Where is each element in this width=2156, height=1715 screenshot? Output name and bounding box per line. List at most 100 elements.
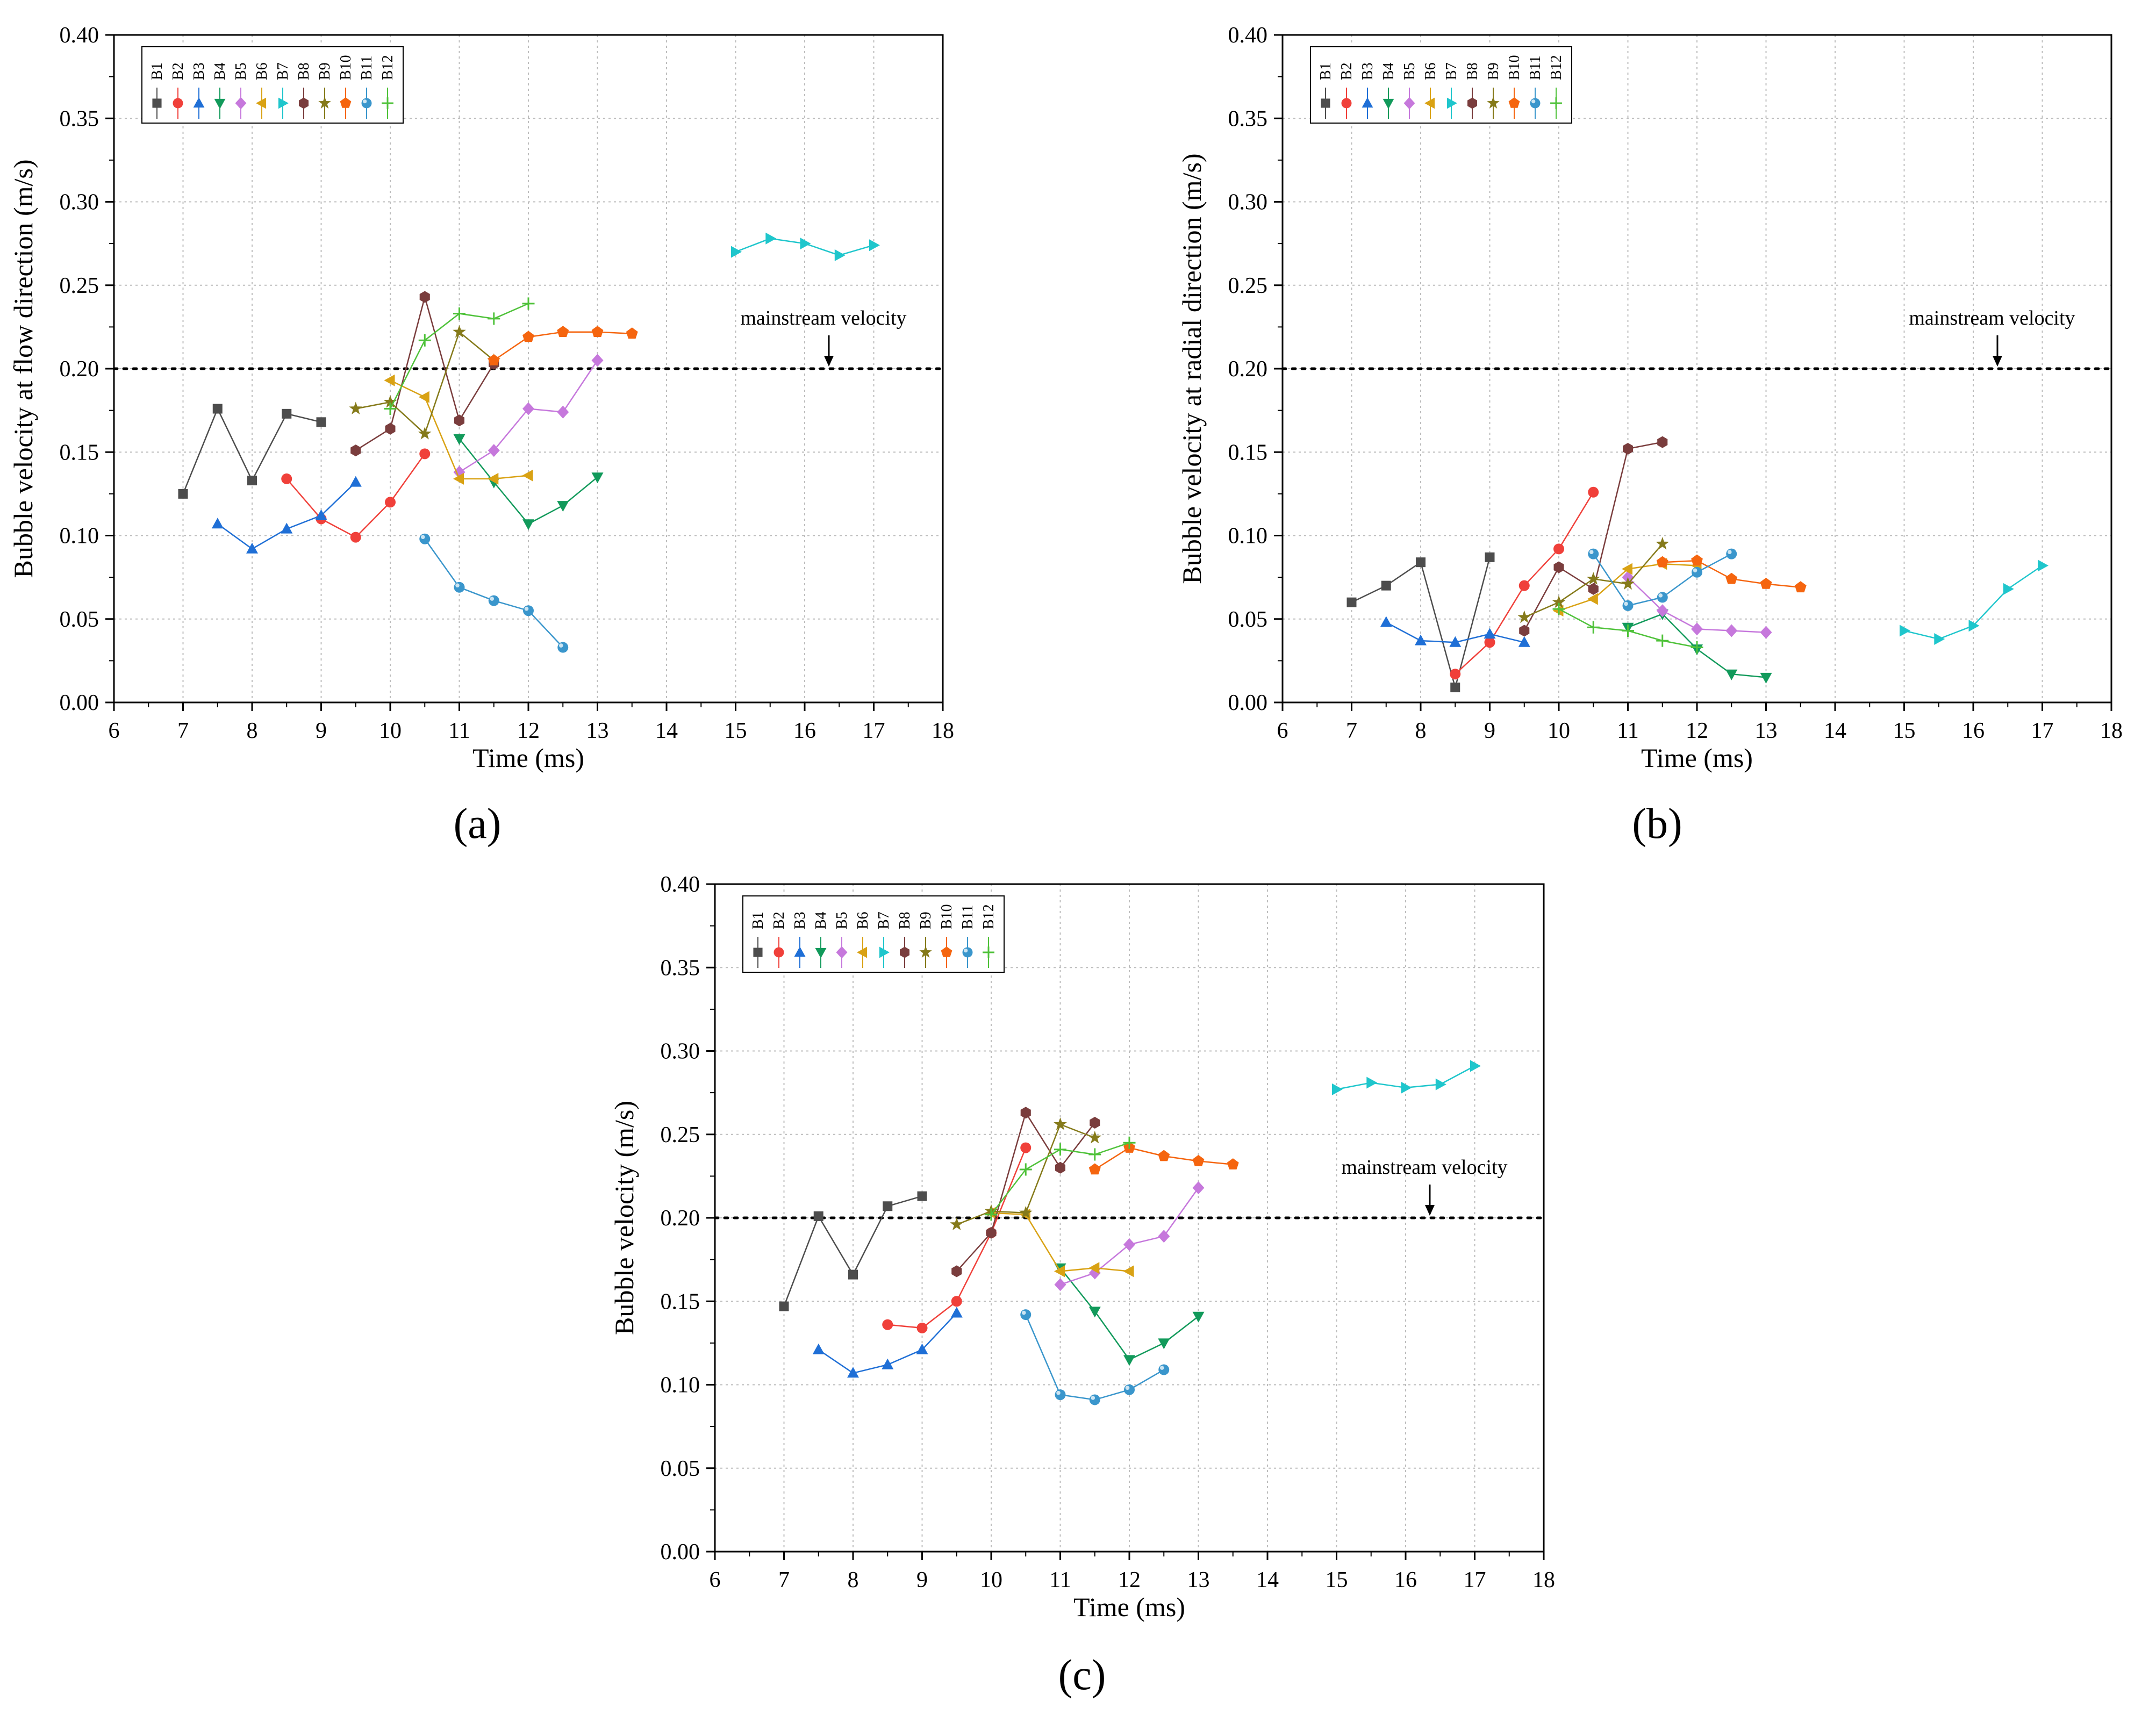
- data-point-b8: [951, 1265, 962, 1278]
- data-point-b1: [813, 1211, 823, 1221]
- data-point-b8: [1588, 583, 1599, 595]
- y-tick-label: 0.05: [60, 607, 99, 632]
- x-tick-label: 9: [1484, 719, 1495, 743]
- data-point-b3: [812, 1343, 825, 1354]
- legend-item-b4: B4: [813, 912, 829, 968]
- legend-marker: [1424, 97, 1435, 109]
- legend-item-b8: B8: [897, 912, 913, 968]
- data-point-b5: [1158, 1230, 1170, 1243]
- legend-marker: [214, 98, 226, 109]
- legend-marker: [773, 947, 784, 958]
- data-point-b3: [315, 509, 327, 520]
- data-point-b12: [418, 334, 431, 347]
- y-axis: 0.00 0.05 0.10 0.15 0.20 0.25 0.30 0.35 0.40: [60, 23, 114, 715]
- y-tick-label: 0.30: [661, 1039, 700, 1064]
- x-tick-label: 14: [1824, 719, 1846, 743]
- legend-item-b12: B12: [379, 55, 396, 119]
- data-point-b5: [1054, 1278, 1066, 1291]
- x-tick-label: 11: [1049, 1568, 1071, 1592]
- y-tick-label: 0.20: [1228, 357, 1268, 382]
- data-point-b10: [591, 326, 604, 337]
- legend-item-b9: B9: [317, 62, 333, 119]
- legend-label: B7: [1443, 62, 1460, 80]
- legend-item-b10: B10: [939, 904, 955, 968]
- data-point-b1: [1450, 683, 1460, 693]
- data-point-b3: [847, 1367, 859, 1378]
- legend-item-b2: B2: [771, 912, 787, 968]
- data-point-b1: [917, 1191, 927, 1201]
- data-point-b4: [1760, 672, 1772, 684]
- data-point-b7: [800, 238, 811, 250]
- data-point-b6: [1054, 1265, 1065, 1278]
- series-b8: [1519, 436, 1668, 637]
- legend-marker: [815, 948, 827, 958]
- legend-marker: [983, 946, 994, 958]
- legend-item-b9: B9: [1485, 62, 1502, 119]
- legend-marker: [1446, 97, 1457, 109]
- y-tick-label: 0.15: [60, 440, 99, 465]
- data-point-b9: [453, 325, 466, 338]
- data-point-b5: [522, 402, 534, 415]
- legend-label: B4: [813, 912, 829, 929]
- legend-marker: [256, 97, 267, 109]
- data-point-b2: [419, 448, 431, 460]
- legend-label: B11: [1527, 55, 1544, 80]
- x-axis-title: Time (ms): [1073, 1592, 1185, 1622]
- legend-label: B6: [855, 912, 871, 929]
- y-tick-label: 0.35: [1228, 106, 1268, 131]
- legend-label: B5: [834, 912, 850, 929]
- legend-marker: [340, 97, 352, 108]
- series-b12: [985, 1136, 1136, 1221]
- legend-item-b12: B12: [980, 904, 997, 968]
- data-point-b5: [1192, 1181, 1205, 1195]
- series-b3: [211, 476, 362, 554]
- data-point-b11: [1124, 1384, 1135, 1395]
- x-tick-label: 8: [247, 719, 258, 743]
- data-point-b12: [1123, 1136, 1136, 1149]
- data-point-b8: [1090, 1117, 1100, 1129]
- data-point-b11: [1588, 548, 1599, 559]
- legend-item-b12: B12: [1548, 55, 1565, 119]
- legend-item-b5: B5: [834, 912, 850, 968]
- data-point-b11: [557, 642, 569, 653]
- data-point-b1: [247, 476, 257, 486]
- data-point-b9: [950, 1217, 964, 1230]
- x-tick-label: 6: [710, 1568, 721, 1592]
- y-tick-label: 0.35: [661, 956, 700, 980]
- data-point-b5: [557, 405, 569, 419]
- legend-marker: [1550, 97, 1562, 109]
- x-tick-label: 11: [448, 719, 470, 743]
- y-tick-label: 0.10: [661, 1373, 700, 1398]
- y-tick-label: 0.25: [1228, 274, 1268, 298]
- legend-item-b1: B1: [1317, 62, 1334, 119]
- data-point-b10: [557, 326, 569, 337]
- legend-marker: [879, 946, 890, 958]
- data-point-b8: [1657, 436, 1668, 448]
- legend-label: B4: [212, 62, 228, 80]
- data-point-b5: [1123, 1238, 1135, 1251]
- data-point-b6: [522, 469, 533, 482]
- data-point-b1: [212, 404, 223, 414]
- data-point-b6: [488, 472, 499, 485]
- legend-label: B9: [1485, 62, 1502, 80]
- legend-item-b8: B8: [296, 62, 312, 119]
- series-b3: [812, 1307, 963, 1378]
- series-b1: [178, 404, 326, 499]
- x-tick-label: 10: [1548, 719, 1570, 743]
- y-tick-label: 0.10: [60, 524, 99, 549]
- data-point-b9: [1088, 1131, 1102, 1144]
- y-axis-title: Bubble velocity at flow direction (m/s): [8, 160, 38, 578]
- data-point-b1: [1485, 552, 1495, 562]
- legend-marker: [919, 945, 932, 958]
- data-point-b10: [1158, 1150, 1170, 1161]
- data-point-b7: [765, 232, 777, 245]
- data-point-b4: [557, 501, 569, 512]
- data-point-b12: [1656, 634, 1669, 647]
- legend-label: B10: [1506, 55, 1523, 80]
- legend-item-b8: B8: [1464, 62, 1481, 119]
- data-point-b11: [454, 582, 465, 593]
- legend-label: B12: [379, 55, 396, 80]
- legend-marker: [235, 97, 247, 110]
